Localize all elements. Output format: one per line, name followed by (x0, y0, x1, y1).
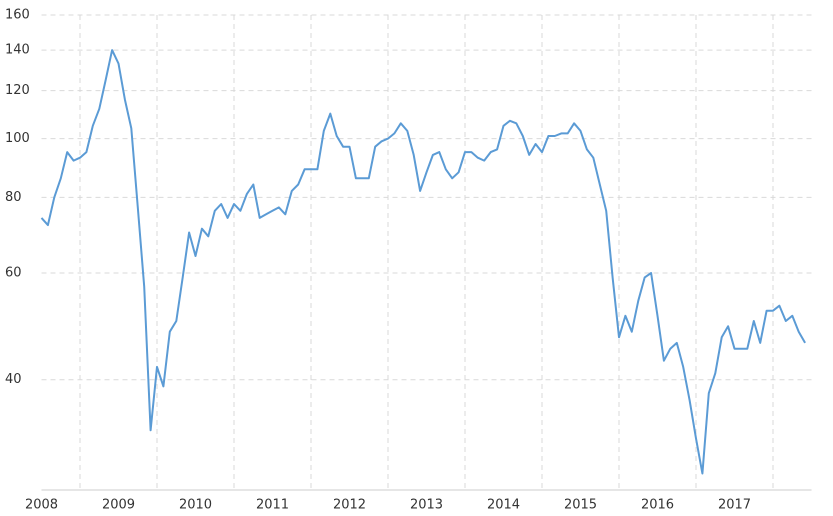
x-tick-label: 2015 (564, 498, 597, 513)
y-tick-label: 80 (5, 190, 22, 205)
x-tick-label: 2010 (179, 498, 212, 513)
x-tick-label: 2013 (410, 498, 443, 513)
y-tick-label: 60 (5, 266, 22, 281)
x-tick-label: 2012 (333, 498, 366, 513)
data-line (40, 49, 806, 475)
y-tick-label: 40 (5, 372, 22, 387)
x-tick-label: 2011 (256, 498, 289, 513)
y-tick-label: 140 (5, 43, 30, 58)
x-tick-label: 2016 (641, 498, 674, 513)
x-tick-label: 2017 (718, 498, 751, 513)
y-tick-label: 160 (5, 8, 30, 23)
x-tick-label: 2009 (102, 498, 135, 513)
y-tick-label: 120 (5, 83, 30, 98)
x-tick-label: 2008 (25, 498, 58, 513)
x-tick-label: 2014 (487, 498, 520, 513)
y-tick-label: 100 (5, 131, 30, 146)
